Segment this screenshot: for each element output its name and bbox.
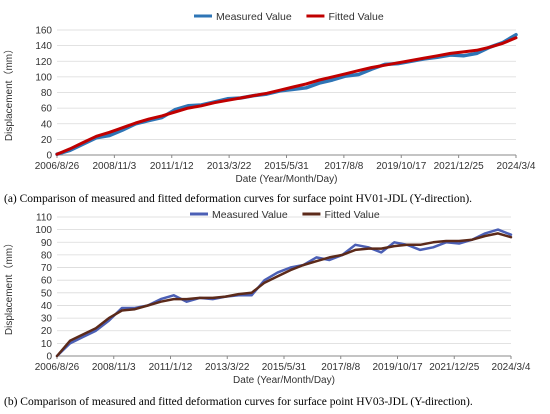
x-tick-label: 2019/10/17 [372,362,422,373]
y-tick-label: 60 [41,276,53,287]
caption-b: (b) Comparison of measured and fitted de… [4,396,473,408]
y-tick-label: 20 [41,326,53,337]
x-tick-label: 2013/3/22 [205,362,250,373]
x-tick-label: 2019/10/17 [376,161,426,172]
chart-panel-a: 0 20 40 60 80 100 120 140 160 2006/8/26 2008/11/3 2… [3,11,536,205]
x-tick-label: 2011/1/12 [149,362,193,373]
x-tick-label: 2021/12/25 [429,362,479,373]
x-tick-label: 2013/3/22 [207,161,252,172]
series-line-measured [55,228,513,358]
y-tick-label: 20 [41,135,53,146]
y-tick-label: 10 [41,339,53,350]
legend-label: Fitted Value [328,11,383,23]
y-tick-label: 60 [41,104,53,115]
x-tick-label: 2015/5/31 [262,362,307,373]
x-tick-label: 2017/8/8 [321,362,360,373]
y-tick-label: 100 [35,72,52,83]
x-tick-label: 2021/12/25 [434,161,484,172]
y-tick-label: 40 [41,301,53,312]
y-tick-label: 70 [41,263,53,274]
y-tick-label: 80 [41,250,53,261]
x-axis-title: Date (Year/Month/Day) [236,174,338,185]
y-tick-label: 80 [41,88,53,99]
legend-label: Fitted Value [324,209,379,221]
x-tick-label: 2006/8/26 [35,362,80,373]
chart-a: 0 20 40 60 80 100 120 140 160 2006/8/26 2008/11/3 2… [3,11,536,185]
x-tick-label: 2024/3/4 [492,362,531,373]
y-tick-label: 110 [36,213,52,224]
caption-a: (a) Comparison of measured and fitted de… [4,193,473,205]
y-axis-title: Displacement（mm） [3,238,15,335]
legend-label: Measured Value [212,209,288,221]
y-tick-label: 160 [35,26,52,37]
y-tick-label: 100 [35,225,52,236]
legend-label: Measured Value [216,11,292,23]
y-tick-label: 0 [46,352,52,363]
y-tick-label: 40 [41,119,53,130]
x-tick-label: 2024/3/4 [497,161,536,172]
y-tick-label: 0 [46,151,52,162]
y-tick-label: 140 [35,41,52,52]
x-tick-label: 2008/11/3 [93,161,137,172]
x-tick-label: 2017/8/8 [324,161,363,172]
y-tick-label: 30 [41,314,53,325]
y-axis-title: Displacement（mm） [3,44,15,141]
series-line-fitted [55,232,513,358]
y-tick-label: 120 [35,57,52,68]
x-tick-label: 2008/11/3 [92,362,136,373]
x-axis-title: Date (Year/Month/Day) [233,375,335,386]
x-tick-label: 2015/5/31 [264,161,309,172]
x-tick-label: 2011/1/12 [150,161,194,172]
x-tick-label: 2006/8/26 [35,161,80,172]
y-tick-label: 50 [41,288,53,299]
series-line-fitted [55,36,518,156]
chart-panel-b: 0 10 20 30 40 50 60 70 80 90 100 110 2006/8/26 2008/1… [0,207,550,414]
y-tick-label: 90 [41,238,53,249]
